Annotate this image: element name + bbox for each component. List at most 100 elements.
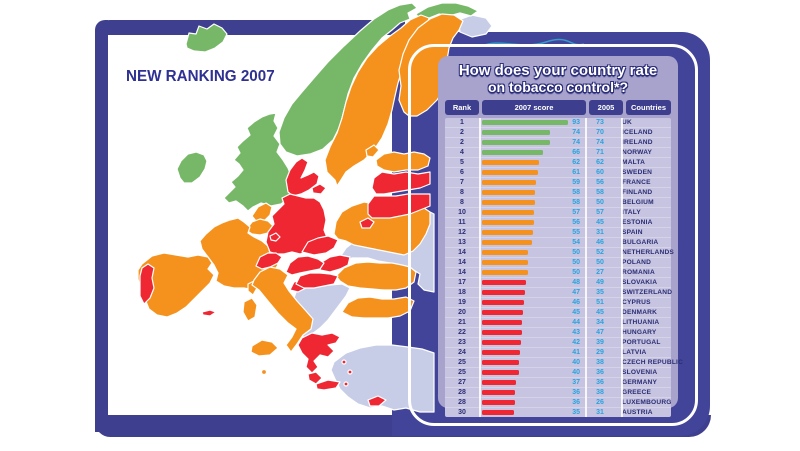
score-2007-cell: 48 bbox=[479, 278, 583, 287]
country-name: ROMANIA bbox=[622, 269, 655, 276]
score-2007-cell: 74 bbox=[479, 128, 583, 137]
rank-value: 5 bbox=[460, 159, 464, 166]
map-norway-north bbox=[415, 2, 479, 21]
country-name: ESTONIA bbox=[622, 219, 653, 226]
score-2005-value: 38 bbox=[596, 359, 604, 366]
score-bar bbox=[482, 230, 533, 235]
score-2007-cell: 58 bbox=[479, 198, 583, 207]
country-name: LATVIA bbox=[622, 349, 647, 356]
score-2007-cell: 50 bbox=[479, 268, 583, 277]
rank-value: 1 bbox=[460, 119, 464, 126]
map-balearics bbox=[201, 309, 217, 317]
score-2005-value: 51 bbox=[596, 299, 604, 306]
score-bar bbox=[482, 300, 524, 305]
table-row: 25 40 38 CZECH REPUBLIC bbox=[445, 358, 683, 368]
score-2007-cell: 57 bbox=[479, 208, 583, 217]
table-header-row: Rank 2007 score 2005 Countries bbox=[445, 100, 671, 115]
score-bar bbox=[482, 270, 528, 275]
map-luxembourg bbox=[269, 232, 281, 242]
country-name: PORTUGAL bbox=[622, 339, 661, 346]
score-2005-value: 27 bbox=[596, 269, 604, 276]
rank-value: 22 bbox=[458, 329, 466, 336]
score-2007-value: 36 bbox=[572, 389, 580, 396]
rank-value: 28 bbox=[458, 399, 466, 406]
country-name: ICELAND bbox=[622, 129, 653, 136]
table-row: 24 41 29 LATVIA bbox=[445, 348, 671, 358]
table-row: 10 57 57 ITALY bbox=[445, 208, 671, 218]
score-2007-value: 48 bbox=[572, 279, 580, 286]
score-2005-value: 26 bbox=[596, 399, 604, 406]
score-2007-value: 54 bbox=[572, 239, 580, 246]
score-2007-cell: 40 bbox=[479, 368, 583, 377]
rank-value: 6 bbox=[460, 169, 464, 176]
score-2007-cell: 56 bbox=[479, 218, 583, 227]
score-2007-value: 37 bbox=[572, 379, 580, 386]
score-2007-cell: 40 bbox=[479, 358, 583, 367]
score-bar bbox=[482, 140, 550, 145]
map-czech-republic bbox=[301, 235, 339, 256]
rank-value: 13 bbox=[458, 239, 466, 246]
score-2005-value: 60 bbox=[596, 169, 604, 176]
score-bar bbox=[482, 210, 534, 215]
map-netherlands bbox=[251, 202, 273, 222]
ranking-table: Rank 2007 score 2005 Countries 1 93 73 UK 2 7… bbox=[445, 100, 683, 417]
map-belgium bbox=[245, 218, 275, 236]
rank-value: 8 bbox=[460, 199, 464, 206]
map-denmark bbox=[285, 157, 320, 197]
header-rank: Rank bbox=[445, 100, 479, 115]
score-2005-value: 70 bbox=[596, 129, 604, 136]
score-2007-cell: 62 bbox=[479, 158, 583, 167]
table-row: 7 59 56 FRANCE bbox=[445, 178, 671, 188]
score-2005-value: 36 bbox=[596, 379, 604, 386]
score-bar bbox=[482, 290, 525, 295]
country-name: SLOVENIA bbox=[622, 369, 658, 376]
rank-value: 27 bbox=[458, 379, 466, 386]
map-gotland bbox=[365, 144, 380, 158]
rank-value: 4 bbox=[460, 149, 464, 156]
score-2007-cell: 44 bbox=[479, 318, 583, 327]
score-bar bbox=[482, 310, 523, 315]
rank-value: 11 bbox=[458, 219, 466, 226]
map-italy bbox=[251, 266, 314, 353]
country-name: ITALY bbox=[622, 209, 641, 216]
score-2007-cell: 35 bbox=[479, 408, 583, 417]
rank-value: 18 bbox=[458, 289, 466, 296]
score-2007-value: 61 bbox=[572, 169, 580, 176]
country-name: FRANCE bbox=[622, 179, 651, 186]
table-row: 18 47 35 SWITZERLAND bbox=[445, 288, 673, 298]
country-name: AUSTRIA bbox=[622, 409, 653, 416]
score-2005-value: 34 bbox=[596, 319, 604, 326]
score-bar bbox=[482, 170, 538, 175]
score-2005-value: 38 bbox=[596, 389, 604, 396]
map-malta bbox=[260, 368, 268, 376]
score-2007-value: 50 bbox=[572, 269, 580, 276]
score-2007-value: 74 bbox=[572, 139, 580, 146]
map-aegean-island bbox=[343, 381, 349, 387]
rank-value: 10 bbox=[458, 209, 466, 216]
score-2007-cell: 42 bbox=[479, 338, 583, 347]
score-bar bbox=[482, 180, 536, 185]
score-bar bbox=[482, 330, 522, 335]
table-row: 4 66 71 NORWAY bbox=[445, 148, 671, 158]
score-2007-value: 36 bbox=[572, 399, 580, 406]
score-2007-value: 50 bbox=[572, 249, 580, 256]
score-2007-cell: 74 bbox=[479, 138, 583, 147]
country-name: SWITZERLAND bbox=[622, 289, 673, 296]
rank-value: 24 bbox=[458, 349, 466, 356]
score-2007-cell: 45 bbox=[479, 308, 583, 317]
score-2007-value: 56 bbox=[572, 219, 580, 226]
map-ireland bbox=[176, 151, 208, 184]
country-name: BULGARIA bbox=[622, 239, 659, 246]
score-2005-value: 52 bbox=[596, 249, 604, 256]
table-row: 21 44 34 LITHUANIA bbox=[445, 318, 671, 328]
map-switzerland bbox=[255, 252, 283, 270]
country-name: BELGIUM bbox=[622, 199, 654, 206]
score-2007-value: 74 bbox=[572, 129, 580, 136]
score-2005-value: 58 bbox=[596, 189, 604, 196]
score-2005-value: 45 bbox=[596, 219, 604, 226]
table-row: 14 50 27 ROMANIA bbox=[445, 268, 671, 278]
score-2005-value: 31 bbox=[596, 409, 604, 416]
map-uk bbox=[223, 112, 294, 212]
score-bar bbox=[482, 380, 516, 385]
ranking-card: How does your country rate on tobacco co… bbox=[438, 56, 683, 417]
